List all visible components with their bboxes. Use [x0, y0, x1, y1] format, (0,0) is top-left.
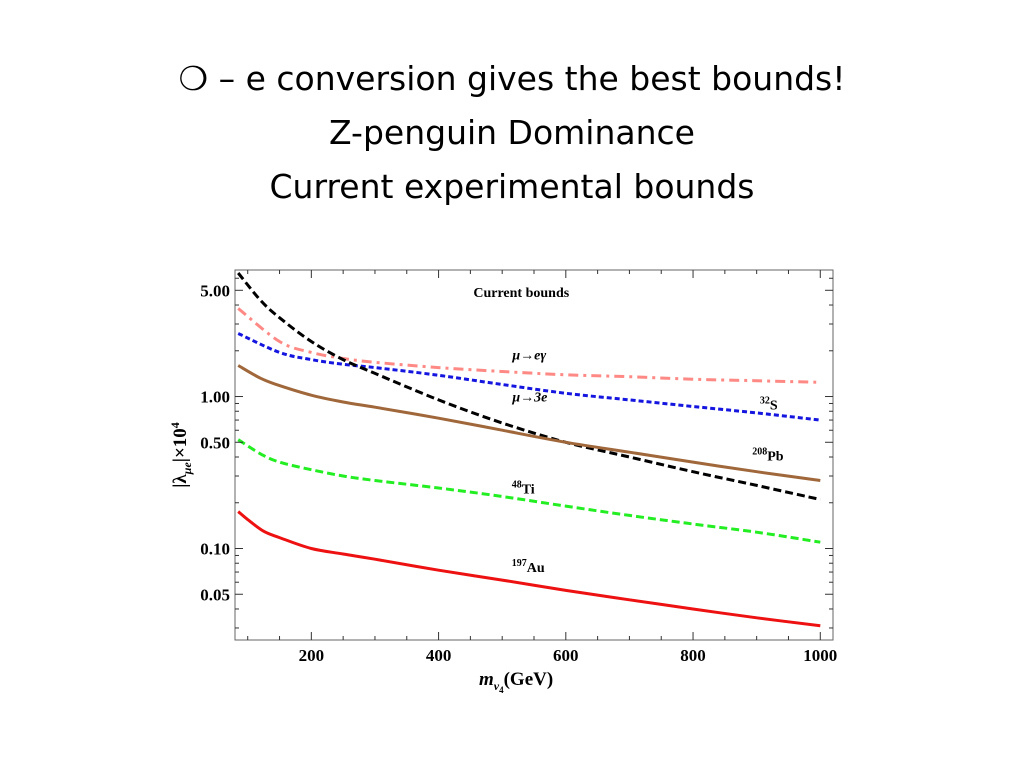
y-axis-title-exp: 4	[170, 422, 182, 428]
x-axis-title-main: m	[479, 669, 494, 690]
series-label-1: 32S	[760, 396, 778, 414]
y-axis-title-sub: μe	[180, 462, 194, 476]
x-tick-label-4: 1000	[803, 646, 837, 665]
series-label-4: 48Ti	[512, 480, 535, 498]
series-line-3	[237, 364, 821, 482]
y-tick-label-0: 5.00	[200, 281, 230, 300]
plot-area	[235, 270, 833, 640]
y-tick-label-2: 0.50	[200, 433, 230, 452]
plot-title: Current bounds	[473, 286, 569, 301]
series-label-3: 208Pb	[752, 446, 784, 464]
series-label-0-pre: μ→e	[511, 349, 540, 364]
series-label-0: μ→eγ	[511, 349, 546, 364]
series-label-4-sup: 48	[512, 480, 522, 491]
series-label-1-main: S	[770, 399, 778, 414]
series-label-0-main: γ	[540, 349, 546, 364]
series-line-1	[237, 332, 821, 422]
x-tick-label-1: 400	[426, 646, 452, 665]
bullet-icon: ❍	[178, 59, 209, 98]
x-tick-label-3: 800	[680, 646, 706, 665]
title-line-1: ❍ – e conversion gives the best bounds!	[0, 52, 1024, 106]
series-label-1-sup: 32	[760, 396, 770, 407]
series-label-5-sup: 197	[512, 558, 527, 569]
y-tick-label-4: 0.05	[200, 585, 230, 604]
series-line-0	[237, 307, 821, 384]
slide-title: ❍ – e conversion gives the best bounds! …	[0, 52, 1024, 214]
title-line-2: Z-penguin Dominance	[329, 113, 695, 152]
series-label-3-sup: 208	[752, 446, 767, 457]
series-label-3-main: Pb	[767, 449, 784, 464]
x-tick-label-0: 200	[299, 646, 325, 665]
y-tick-label-1: 1.00	[200, 388, 230, 407]
x-axis-title-unit: (GeV)	[504, 669, 554, 690]
plot-background	[235, 270, 833, 640]
title-line-1-text: – e conversion gives the best bounds!	[218, 59, 846, 98]
series-line-4	[237, 438, 821, 544]
x-axis-title: mν4(GeV)	[479, 669, 553, 695]
x-axis-title-sub: ν	[494, 679, 500, 693]
series-label-5-main: Au	[527, 561, 545, 576]
axes-group: 200 400 600 800 1000 5.00 1.00 0.50 0.10 0.05 Curr…	[170, 269, 837, 695]
series-label-2: μ→3e	[511, 390, 547, 405]
series-label-2-pre: μ→3e	[511, 390, 547, 405]
series-line-5	[237, 510, 821, 628]
y-axis-title-mid: |×10	[170, 428, 191, 462]
x-tick-label-2: 600	[553, 646, 579, 665]
y-axis-title-main: |λ	[170, 474, 191, 488]
y-tick-label-3: 0.10	[200, 540, 230, 559]
series-label-4-main: Ti	[522, 483, 535, 498]
y-axis-title: |λμe|×104	[170, 422, 194, 488]
series-label-5: 197Au	[512, 558, 545, 576]
series-line-2	[237, 272, 821, 501]
x-axis-title-subsub: 4	[499, 685, 504, 695]
title-line-3: Current experimental bounds	[269, 167, 755, 206]
